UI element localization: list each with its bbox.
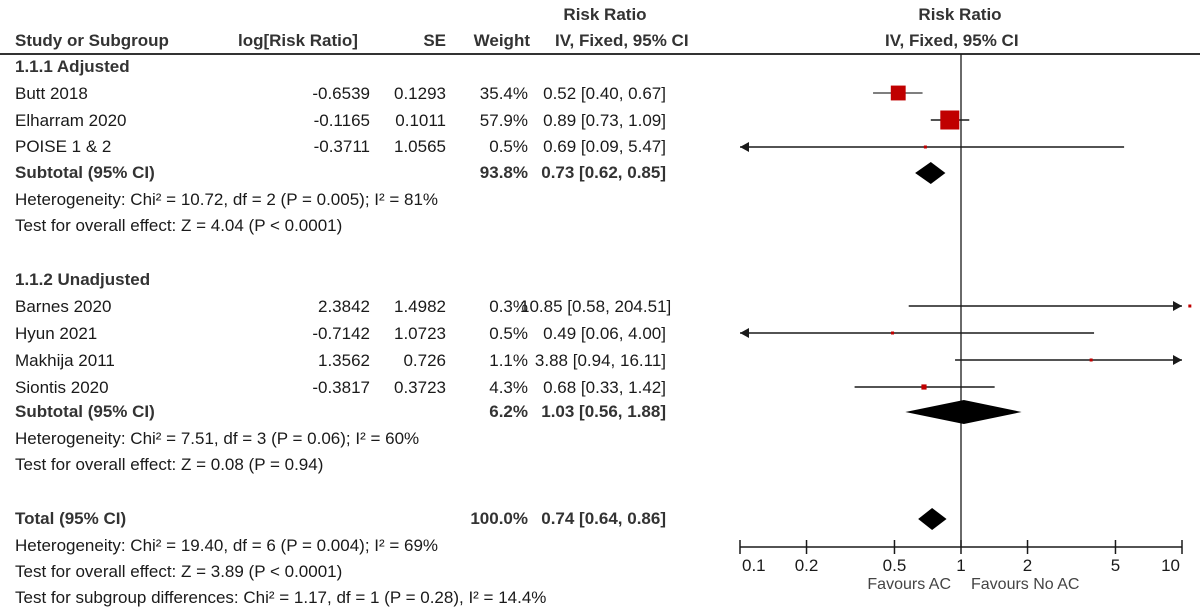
se-column-header: SE <box>423 31 446 50</box>
ci-value: 10.85 [0.58, 204.51] <box>520 297 672 316</box>
study-name: Siontis 2020 <box>15 378 109 397</box>
overall-effect-text: Test for overall effect: Z = 0.08 (P = 0… <box>15 455 324 474</box>
rr-column-header-bottom: IV, Fixed, 95% CI <box>555 31 689 50</box>
se-value: 0.1293 <box>394 84 446 103</box>
heterogeneity-text: Heterogeneity: Chi² = 7.51, df = 3 (P = … <box>15 429 420 448</box>
logrr-value: -0.7142 <box>312 324 370 343</box>
arrow-right-icon <box>1173 301 1182 311</box>
weight-value: 0.3% <box>489 297 528 316</box>
heterogeneity-text: Heterogeneity: Chi² = 10.72, df = 2 (P =… <box>15 190 439 209</box>
weight-value: 57.9% <box>479 111 528 130</box>
favours-right-label: Favours No AC <box>971 576 1079 593</box>
subtotal-ci: 1.03 [0.56, 1.88] <box>541 402 666 421</box>
logrr-value: 2.3842 <box>318 297 370 316</box>
study-column-header: Study or Subgroup <box>15 31 169 50</box>
weight-value: 0.5% <box>489 324 528 343</box>
header-rule <box>0 53 1200 55</box>
weight-value: 35.4% <box>479 84 528 103</box>
study-name: Elharram 2020 <box>15 111 127 130</box>
logrr-value: -0.1165 <box>313 111 370 130</box>
total-overall-effect-text: Test for overall effect: Z = 3.89 (P < 0… <box>15 562 343 581</box>
se-value: 1.4982 <box>394 297 446 316</box>
x-tick-label: 0.2 <box>795 556 819 575</box>
study-name: POISE 1 & 2 <box>15 137 112 156</box>
se-value: 0.1011 <box>395 111 446 130</box>
weight-value: 0.5% <box>489 137 528 156</box>
subtotal-label: Subtotal (95% CI) <box>15 163 155 182</box>
ci-value: 0.49 [0.06, 4.00] <box>543 324 666 343</box>
x-tick-label: 2 <box>1023 556 1032 575</box>
plot-header-top: Risk Ratio <box>918 5 1002 24</box>
ci-value: 0.68 [0.33, 1.42] <box>543 378 666 397</box>
logrr-value: -0.3817 <box>312 378 370 397</box>
total-weight: 100.0% <box>470 509 528 528</box>
pooled-diamond <box>918 508 947 530</box>
arrow-right-icon <box>1173 355 1182 365</box>
overall-effect-text: Test for overall effect: Z = 4.04 (P < 0… <box>15 216 343 235</box>
arrow-left-icon <box>740 328 749 338</box>
subgroup-differences-text: Test for subgroup differences: Chi² = 1.… <box>15 588 547 607</box>
ci-value: 0.69 [0.09, 5.47] <box>543 137 666 156</box>
ci-value: 0.89 [0.73, 1.09] <box>543 111 666 130</box>
rr-column-header-top: Risk Ratio <box>563 5 647 24</box>
total-label: Total (95% CI) <box>15 509 127 528</box>
ci-value: 0.52 [0.40, 0.67] <box>543 84 666 103</box>
total-ci: 0.74 [0.64, 0.86] <box>541 509 666 528</box>
subtotal-label: Subtotal (95% CI) <box>15 402 155 421</box>
x-tick-label: 5 <box>1111 556 1120 575</box>
study-marker <box>890 85 906 101</box>
subtotal-weight: 93.8% <box>479 163 528 182</box>
se-value: 0.3723 <box>394 378 446 397</box>
study-marker <box>921 384 927 390</box>
subtotal-ci: 0.73 [0.62, 0.85] <box>541 163 666 182</box>
logrr-column-header: log[Risk Ratio] <box>238 31 358 50</box>
plot-header-bottom: IV, Fixed, 95% CI <box>885 31 1019 50</box>
weight-value: 1.1% <box>489 351 528 370</box>
se-value: 1.0723 <box>394 324 446 343</box>
arrow-left-icon <box>740 142 749 152</box>
study-name: Butt 2018 <box>15 84 88 103</box>
se-value: 1.0565 <box>394 137 446 156</box>
logrr-value: -0.3711 <box>313 137 370 156</box>
subgroup-label: 1.1.2 Unadjusted <box>15 270 151 289</box>
weight-value: 4.3% <box>489 378 528 397</box>
pooled-diamond <box>915 162 946 184</box>
study-name: Hyun 2021 <box>15 324 98 343</box>
study-marker <box>1188 304 1192 308</box>
x-tick-label: 0.1 <box>742 556 766 575</box>
subgroup-label: 1.1.1 Adjusted <box>15 57 130 76</box>
weight-column-header: Weight <box>473 31 530 50</box>
total-heterogeneity-text: Heterogeneity: Chi² = 19.40, df = 6 (P =… <box>15 536 439 555</box>
pooled-diamond <box>905 400 1022 424</box>
logrr-value: 1.3562 <box>318 351 370 370</box>
x-tick-label: 10 <box>1161 556 1180 575</box>
study-marker <box>891 331 895 335</box>
study-name: Makhija 2011 <box>15 351 115 370</box>
study-marker <box>923 145 927 149</box>
study-name: Barnes 2020 <box>15 297 112 316</box>
study-marker <box>1089 358 1093 362</box>
x-tick-label: 0.5 <box>883 556 907 575</box>
logrr-value: -0.6539 <box>312 84 370 103</box>
ci-value: 3.88 [0.94, 16.11] <box>534 351 666 370</box>
x-tick-label: 1 <box>956 556 965 575</box>
favours-left-label: Favours AC <box>867 576 951 593</box>
se-value: 0.726 <box>403 351 446 370</box>
subtotal-weight: 6.2% <box>489 402 528 421</box>
study-marker <box>940 110 960 130</box>
